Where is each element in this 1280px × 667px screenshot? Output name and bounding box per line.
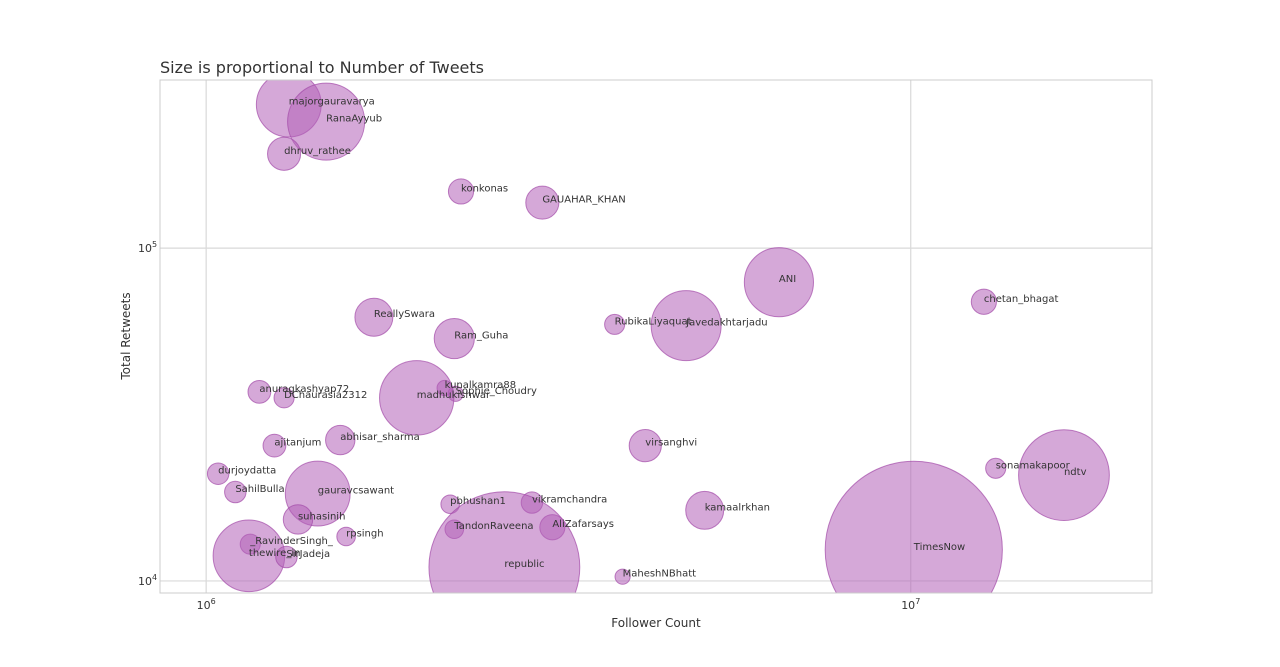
point-label: ANI xyxy=(779,274,796,285)
point-label: AliZafarsays xyxy=(552,519,614,530)
bubble-maheshnbhatt xyxy=(614,568,631,585)
bubble-ajitanjum xyxy=(262,433,287,458)
point-label: majorgauravarya xyxy=(289,97,375,108)
point-label: ajitanjum xyxy=(274,438,321,449)
bubble-dhruv-rathee xyxy=(267,136,302,171)
bubble-chetan-bhagat xyxy=(970,288,997,315)
point-labels: majorgauravarya RanaAyyub dhruv_ratheekonk… xyxy=(218,97,1086,580)
bubble-ani xyxy=(743,247,814,318)
bubble-konkonas xyxy=(447,178,475,205)
point-label: sonamakapoor xyxy=(996,460,1071,471)
bubble-durjoydatta xyxy=(206,462,230,485)
point-label: konkonas xyxy=(461,183,508,194)
bubble-timesnow xyxy=(824,460,1003,593)
point-label: pbhushan1 xyxy=(450,496,506,507)
point-label: MaheshNBhatt xyxy=(623,569,697,580)
bubble-abhisar-sharma xyxy=(325,424,356,456)
bubble-kamaalrkhan xyxy=(685,490,725,530)
point-label: abhisar_sharma xyxy=(340,432,420,443)
bubble-sonamakapoor xyxy=(985,457,1007,479)
bubble-republic xyxy=(428,491,581,593)
bubble-anuragkashyap72 xyxy=(247,379,272,404)
bubble-reallyswara xyxy=(354,297,394,337)
bubble-madhukishwar xyxy=(379,360,455,436)
point-label: rpsingh xyxy=(346,529,383,540)
point-label: virsanghvi xyxy=(645,438,697,449)
point-label: chetan_bhagat xyxy=(984,294,1059,305)
y-axis-label: Total Retweets xyxy=(119,292,133,380)
point-label: durjoydatta xyxy=(218,466,276,477)
point-label: GAUAHAR_KHAN xyxy=(542,195,625,206)
bubble-suhasinih xyxy=(282,504,314,535)
y-tick-label: 105 xyxy=(138,240,157,255)
point-label: Ram_Guha xyxy=(454,331,508,342)
bubble-ram-guha xyxy=(433,317,475,360)
point-label: DChaurasia2312 xyxy=(284,390,367,401)
y-tick-label: 104 xyxy=(138,573,157,588)
bubble-ranaayyub xyxy=(287,82,366,161)
tick-labels: 106 107 104 105 xyxy=(138,240,920,612)
point-label: vikramchandra xyxy=(532,495,607,506)
point-label: madhukishwar xyxy=(417,390,491,401)
point-label: SahilBulla xyxy=(235,484,284,495)
bubble-rpsingh xyxy=(336,526,356,547)
point-label: RanaAyyub xyxy=(326,114,382,125)
point-label: suhasinih xyxy=(298,511,345,522)
bubble-pbhushan1 xyxy=(440,494,460,515)
x-tick-label: 107 xyxy=(901,597,920,612)
plot-frame xyxy=(159,79,1153,594)
point-label: gauravcsawant xyxy=(318,486,394,497)
point-label: Sophie_Choudry xyxy=(456,386,537,397)
point-label: RubikaLiyaquat xyxy=(615,316,692,327)
bubble-javedakhtarjadu xyxy=(650,290,722,362)
bubble-sirjadeja xyxy=(275,545,298,569)
bubble-sahilbulla xyxy=(224,480,247,504)
x-tick-label: 106 xyxy=(197,597,216,612)
bubble-ndtv xyxy=(1018,429,1110,521)
point-label: anuragkashyap72 xyxy=(259,384,349,395)
point-label: Javedakhtarjadu xyxy=(685,318,768,329)
point-label: thewire_in xyxy=(249,548,301,559)
chart-title: Size is proportional to Number of Tweets xyxy=(160,58,484,77)
point-label: SirJadeja xyxy=(286,549,330,560)
point-label: TimesNow xyxy=(913,542,965,553)
point-label: _RavinderSingh_ xyxy=(249,536,334,547)
point-label: republic xyxy=(504,559,544,570)
point-label: ndtv xyxy=(1064,467,1087,478)
point-label: TandonRaveena xyxy=(453,521,533,532)
bubble-rubikaliyaquat xyxy=(604,313,626,335)
bubble-gauahar-khan xyxy=(525,185,560,220)
point-label: dhruv_rathee xyxy=(284,146,351,157)
bubble-virsanghvi xyxy=(628,429,662,463)
bubble-dchaurasia2312 xyxy=(273,387,295,409)
bubbles xyxy=(206,80,1110,593)
x-axis-label: Follower Count xyxy=(611,616,701,630)
point-label: ReallySwara xyxy=(374,309,435,320)
point-label: kunalkamra88 xyxy=(445,380,517,391)
point-label: kamaalrkhan xyxy=(705,502,770,513)
